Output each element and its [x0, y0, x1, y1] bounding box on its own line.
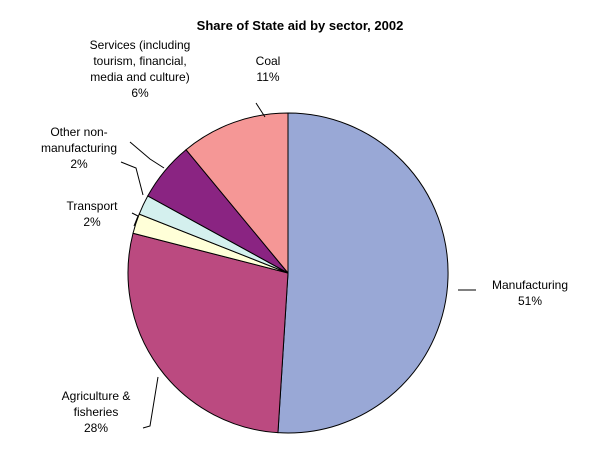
slice-label: Services (including tourism, financial, me…	[90, 38, 191, 100]
leader-line	[255, 102, 266, 118]
pie-slices	[127, 112, 449, 434]
leader-line	[129, 141, 165, 169]
slice-value-label: 51%	[518, 294, 542, 308]
leader-line	[120, 161, 144, 196]
pie-slice	[185, 112, 289, 275]
slice-name-label: Services (including	[90, 38, 191, 52]
slice-value-label: 6%	[131, 86, 149, 100]
slice-name-label: Transport	[67, 199, 119, 213]
slice-value-label: 2%	[83, 215, 101, 229]
slice-name-label: tourism, financial,	[93, 54, 186, 68]
slice-labels: Manufacturing 51% Agriculture & fisheries 28…	[41, 38, 568, 435]
leader-line	[131, 212, 139, 227]
slice-name-label: fisheries	[74, 405, 119, 419]
slice-label: Transport 2%	[67, 199, 119, 229]
slice-name-label: media and culture)	[90, 70, 189, 84]
slice-name-label: Agriculture &	[62, 389, 131, 403]
leader-line	[142, 376, 159, 429]
slice-value-label: 28%	[84, 421, 108, 435]
slice-label: Agriculture & fisheries 28%	[62, 389, 131, 435]
slice-name-label: manufacturing	[41, 141, 117, 155]
slice-label: Other non-manufacturing 2%	[41, 125, 117, 171]
leader-lines	[120, 102, 476, 429]
slice-label: Coal 11%	[256, 54, 281, 84]
slice-name-label: Manufacturing	[492, 278, 568, 292]
slice-name-label: Other non-	[50, 125, 107, 139]
slice-label: Manufacturing 51%	[492, 278, 568, 308]
slice-value-label: 2%	[70, 157, 88, 171]
pie-slice	[277, 112, 449, 434]
pie-slice	[127, 232, 289, 434]
slice-value-label: 11%	[256, 70, 279, 84]
chart-title: Share of State aid by sector, 2002	[197, 18, 404, 33]
slice-name-label: Coal	[256, 54, 281, 68]
